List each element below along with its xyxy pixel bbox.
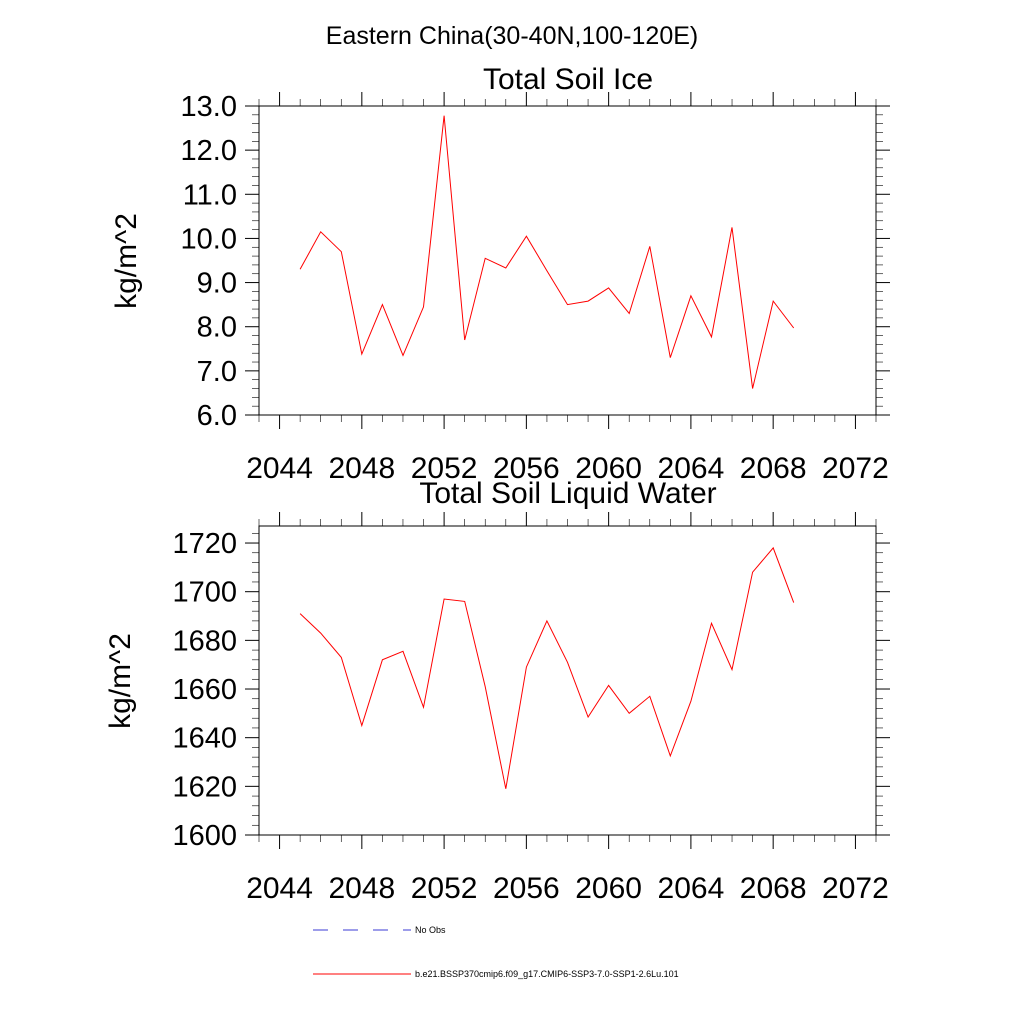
chart-marks: 2044 2048 2052 2056 2060 2064 2068 2072 6.0 7.0 8.… <box>181 91 890 485</box>
y-tick-label: 11.0 <box>183 179 237 211</box>
y-tick-label: 1640 <box>172 723 237 755</box>
chart-marks: 2044 2048 2052 2056 2060 2064 2068 2072 1600 1620… <box>172 512 890 905</box>
x-tick-label: 2052 <box>411 452 478 485</box>
x-tick-label: 2052 <box>411 872 478 905</box>
x-tick-label: 2056 <box>493 452 560 485</box>
x-tick-label: 2072 <box>822 452 889 485</box>
panel-total-soil-ice: Total Soil Ice kg/m^2 2044 2048 2052 2056 20… <box>110 63 890 485</box>
y-axis-label: kg/m^2 <box>104 633 137 729</box>
y-tick-label: 9.0 <box>197 268 237 300</box>
x-tick-label: 2068 <box>740 452 807 485</box>
y-tick-label: 1680 <box>172 625 237 657</box>
x-tick-label: 2068 <box>740 872 807 905</box>
panel-total-soil-liquid-water: Total Soil Liquid Water kg/m^2 2044 2048 2… <box>104 477 890 905</box>
y-axis-label: kg/m^2 <box>110 213 143 309</box>
series-line <box>299 546 795 789</box>
chart-title: Total Soil Liquid Water <box>419 477 716 510</box>
legend: No Obs b.e21.BSSP370cmip6.f09_g17.CMIP6-… <box>313 925 679 979</box>
y-tick-label: 13.0 <box>181 91 237 123</box>
x-tick-label: 2064 <box>658 452 725 485</box>
y-tick-label: 7.0 <box>197 356 237 388</box>
x-tick-label: 2056 <box>493 872 560 905</box>
y-tick-label: 1620 <box>172 771 237 803</box>
x-tick-label: 2072 <box>822 872 889 905</box>
x-tick-label: 2044 <box>246 452 313 485</box>
y-tick-label: 12.0 <box>181 135 237 167</box>
legend-run-label: b.e21.BSSP370cmip6.f09_g17.CMIP6-SSP3-7.… <box>415 969 679 979</box>
y-tick-label: 6.0 <box>197 400 237 432</box>
x-tick-label: 2048 <box>328 452 395 485</box>
legend-no-obs-label: No Obs <box>415 925 446 935</box>
chart-title: Total Soil Ice <box>483 63 653 96</box>
y-tick-label: 1700 <box>172 577 237 609</box>
y-tick-label: 1660 <box>172 674 237 706</box>
plot-frame <box>258 105 877 416</box>
series-line <box>299 115 795 389</box>
y-tick-label: 1720 <box>172 528 237 560</box>
y-tick-label: 1600 <box>172 820 237 852</box>
x-tick-label: 2048 <box>328 872 395 905</box>
x-tick-label: 2044 <box>246 872 313 905</box>
x-tick-label: 2060 <box>575 452 642 485</box>
page-title: Eastern China(30-40N,100-120E) <box>326 22 698 50</box>
y-tick-label: 8.0 <box>197 312 237 344</box>
x-tick-label: 2060 <box>575 872 642 905</box>
plot-frame <box>258 525 877 836</box>
x-tick-label: 2064 <box>658 872 725 905</box>
y-tick-label: 10.0 <box>181 223 237 255</box>
